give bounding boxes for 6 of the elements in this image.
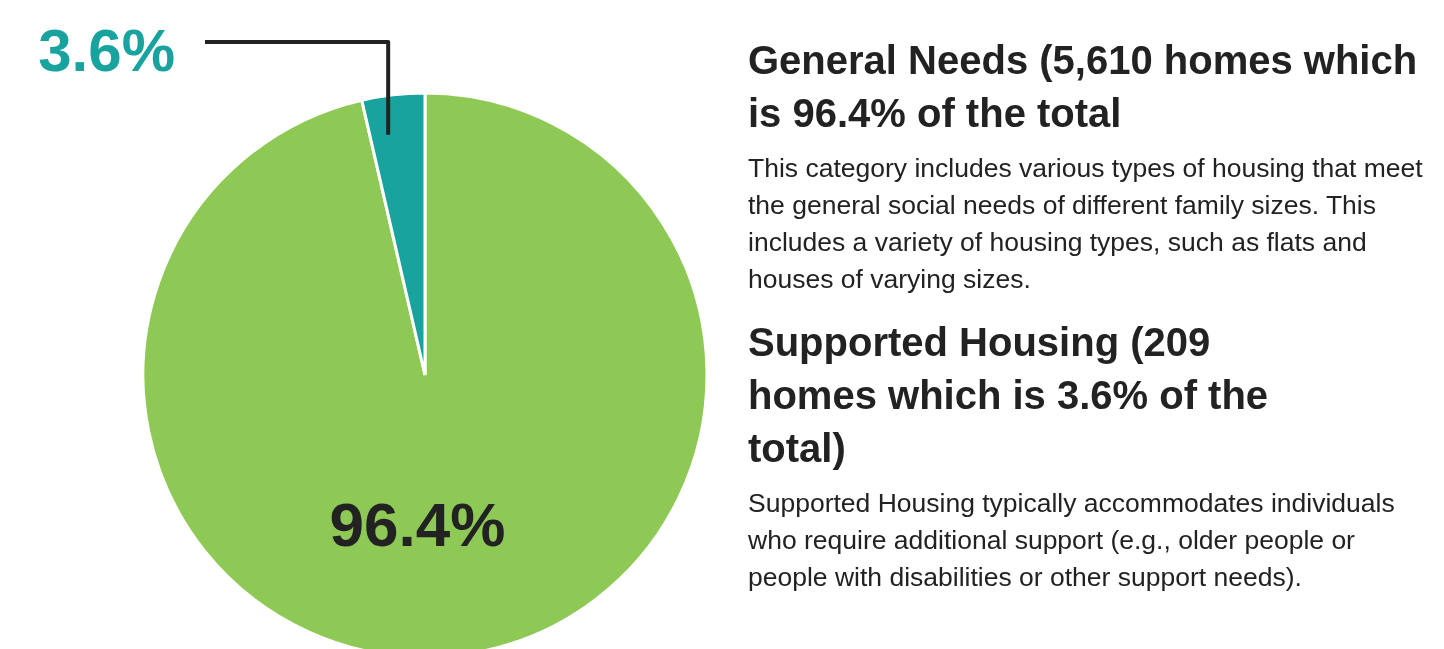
text: General Needs (5,610 homes which is 96.4% of the total <box>748 37 1419 137</box>
data-label: 96.4% <box>329 489 506 559</box>
text: Supported Housing (209 homes which is 3.6% of the total) <box>748 319 1270 472</box>
text: Supported Housing typically accommodates individuals who require additional support (e.g., older people or people with disabilities or other support needs). <box>748 487 1396 594</box>
text: This category includes various types of housing that meet the general social needs of different family sizes. This includes a variety of housing types, such as flats and houses of varying sizes. <box>748 152 1424 296</box>
data-label: 3.6% <box>38 16 175 84</box>
